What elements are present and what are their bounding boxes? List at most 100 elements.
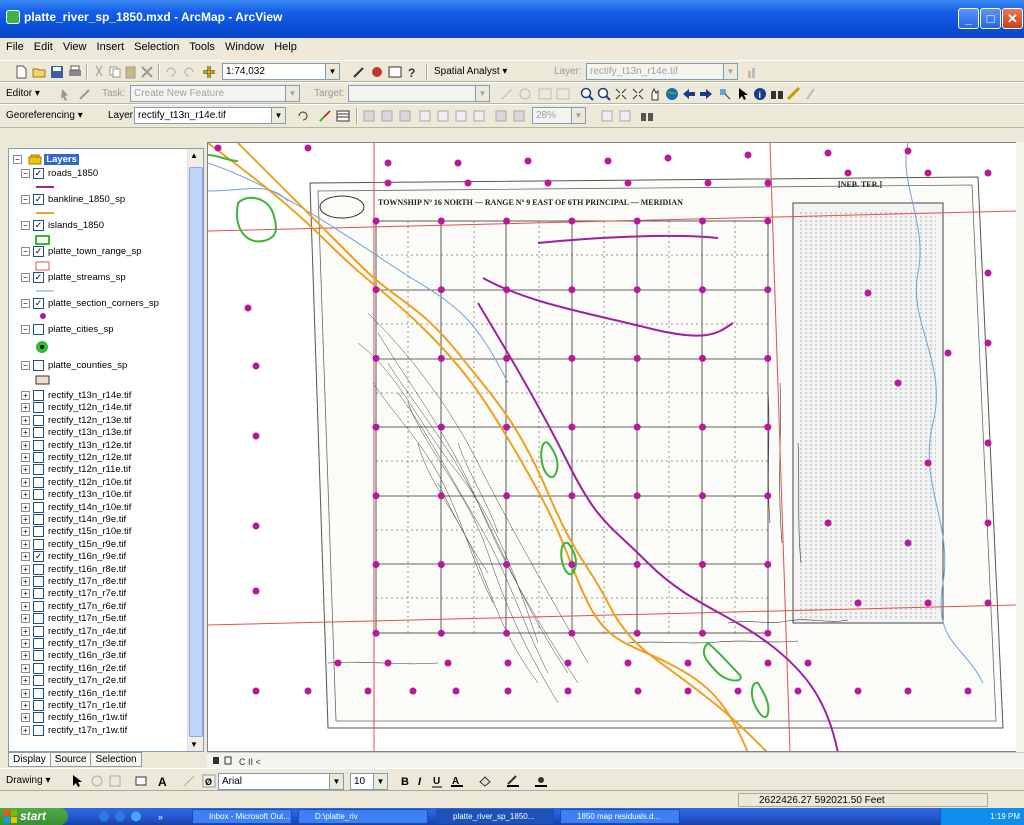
tab-source[interactable]: Source [49,752,92,767]
taskbar-item-outlook[interactable]: Inbox - Microsoft Out... [192,809,292,824]
expand-icon[interactable]: + [21,527,30,537]
toc-raster-row[interactable]: + rectify_t13n_r10e.tif [21,488,131,502]
expand-icon[interactable]: + [21,552,30,562]
bold-icon[interactable]: B [398,774,412,788]
sketch-properties-icon[interactable] [556,87,570,101]
chevron-down-icon[interactable]: ▼ [285,86,299,101]
toc-layer-row[interactable]: − platte_cities_sp [21,323,113,337]
expand-icon[interactable]: + [21,502,30,512]
toc-raster-row[interactable]: + rectify_t16n_r1w.tif [21,711,127,725]
select-features-icon[interactable] [718,87,732,101]
editor-toolbar-icon[interactable] [352,65,366,79]
menu-insert[interactable]: Insert [96,41,125,53]
toc-raster-row[interactable]: + rectify_t17n_r5e.tif [21,612,126,626]
chevron-down-icon[interactable]: ▼ [271,108,285,123]
toc-raster-row[interactable]: + rectify_t15n_r10e.tif [21,525,131,539]
layer-checkbox[interactable] [33,675,44,687]
menu-window[interactable]: Window [225,41,265,53]
scroll-up-icon[interactable]: ▲ [190,151,198,160]
toc-raster-row[interactable]: + rectify_t16n_r3e.tif [21,649,126,663]
expand-icon[interactable]: + [21,589,30,599]
chevron-down-icon[interactable]: ▼ [329,774,343,789]
spatial-analyst-menu[interactable]: Spatial Analyst ▾ [434,66,508,77]
layer-checkbox[interactable] [33,526,44,538]
georeferencing-menu[interactable]: Georeferencing ▾ [6,110,83,121]
toc-raster-row[interactable]: + rectify_t13n_r14e.tif [21,389,131,403]
layer-checkbox[interactable] [33,427,44,439]
layer-checkbox[interactable] [33,414,44,426]
italic-icon[interactable]: I [414,774,428,788]
close-button[interactable]: ✕ [1002,8,1023,29]
toc-raster-row[interactable]: + rectify_t14n_r9e.tif [21,513,126,527]
layout-view-controls[interactable]: C II < [211,754,271,768]
contrast-icon[interactable] [600,109,614,123]
expand-icon[interactable]: + [21,390,30,400]
layer-checkbox[interactable] [33,637,44,649]
add-data-icon[interactable] [202,65,216,79]
toc-layer-row[interactable]: − ✓ platte_section_corners_sp [21,297,159,311]
histogram-icon[interactable] [746,65,760,79]
toc-raster-row[interactable]: + rectify_t12n_r12e.tif [21,451,131,465]
expand-icon[interactable]: + [21,477,30,487]
flicker-icon[interactable] [512,109,526,123]
edit-tool-icon[interactable] [58,87,72,101]
map-scale-combo[interactable]: 1:74,032 ▼ [222,63,340,80]
layer-checkbox[interactable] [33,662,44,674]
expand-icon[interactable]: + [21,713,30,723]
layer-checkbox[interactable] [33,489,44,501]
quick-launch-icons[interactable]: » [98,810,178,823]
taskbar-item-arcmap[interactable]: platte_river_sp_1850... [436,809,554,824]
expand-icon[interactable]: + [21,638,30,648]
underline-icon[interactable]: U [430,774,444,788]
back-extent-icon[interactable] [682,87,696,101]
maximize-button[interactable]: □ [980,8,1001,29]
editor-menu[interactable]: Editor ▾ [6,88,40,99]
layer-checkbox[interactable] [33,687,44,699]
layer-checkbox[interactable]: ✓ [33,219,44,231]
spatial-analyst-layer-combo[interactable]: rectify_t13n_r14e.tif ▼ [586,63,738,80]
georef-layer-combo[interactable]: rectify_t13n_r14e.tif ▼ [134,107,286,124]
layer-checkbox[interactable] [33,575,44,587]
fill-color-icon[interactable] [478,774,492,788]
menu-view[interactable]: View [62,41,87,53]
toc-layer-row[interactable]: − ✓ roads_1850 [21,167,98,181]
layer-checkbox[interactable] [33,464,44,476]
layer-checkbox[interactable] [33,625,44,637]
expand-icon[interactable]: + [21,725,30,735]
layer-checkbox[interactable]: ✓ [33,551,44,563]
scroll-down-icon[interactable]: ▼ [190,740,198,749]
toc-scrollbar[interactable]: ▲ ▼ [187,149,203,751]
expand-icon[interactable]: + [21,465,30,475]
layer-checkbox[interactable] [33,699,44,711]
attributes-icon[interactable] [538,87,552,101]
collapse-icon[interactable]: − [21,246,30,256]
font-name-combo[interactable]: Arial ▼ [218,773,344,790]
layer-checkbox[interactable] [33,712,44,724]
font-size-combo[interactable]: 10 ▼ [350,773,388,790]
marker-color-icon[interactable] [534,774,548,788]
transparency-combo[interactable]: 28% ▼ [532,107,586,124]
layer-checkbox[interactable] [33,513,44,525]
identify-icon[interactable]: i [753,87,767,101]
toc-raster-row[interactable]: + rectify_t17n_r7e.tif [21,587,126,601]
cut-icon[interactable] [92,65,106,79]
expand-icon[interactable]: + [21,428,30,438]
print-icon[interactable] [68,65,82,79]
toc-raster-row[interactable]: + rectify_t12n_r11e.tif [21,463,131,477]
toc-raster-row[interactable]: + rectify_t12n_r14e.tif [21,401,131,415]
zoom-raster-icon[interactable] [436,109,450,123]
taskbar-item-word[interactable]: 1850 map residuals.d... [560,809,680,824]
toc-raster-row[interactable]: + rectify_t17n_r1e.tif [21,699,126,713]
expand-icon[interactable]: + [21,676,30,686]
layer-checkbox[interactable] [33,402,44,414]
collapse-icon[interactable]: − [21,194,30,204]
task-combo[interactable]: Create New Feature ▼ [130,85,300,102]
sketch-tool-icon[interactable] [78,87,92,101]
rotate-icon[interactable] [296,109,310,123]
select-element-icon[interactable] [70,774,84,788]
expand-icon[interactable]: + [21,626,30,636]
layer-checkbox[interactable] [33,476,44,488]
toc-raster-row[interactable]: + rectify_t12n_r10e.tif [21,476,131,490]
toc-raster-row[interactable]: + rectify_t17n_r8e.tif [21,575,126,589]
raster-layer-icon[interactable] [472,109,486,123]
